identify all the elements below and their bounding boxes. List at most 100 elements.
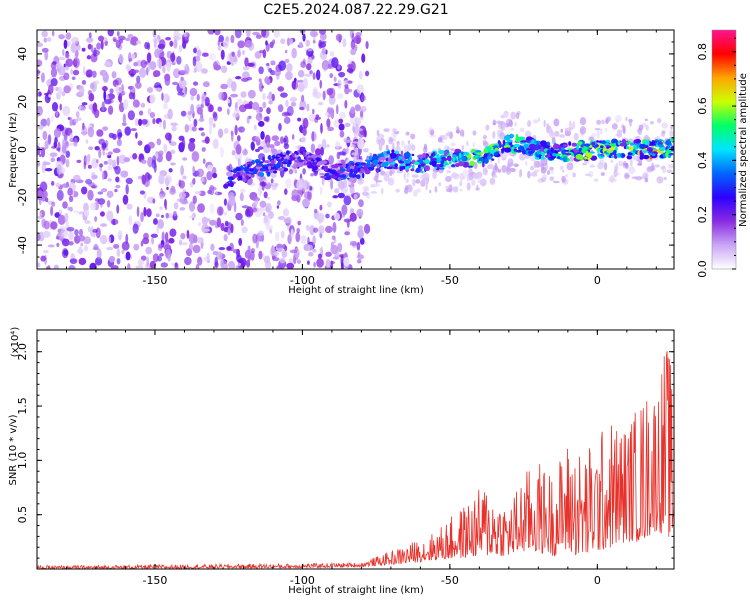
noise-blob bbox=[452, 186, 459, 193]
noise-blob bbox=[220, 83, 228, 90]
noise-blob bbox=[86, 55, 92, 60]
noise-blob bbox=[286, 37, 291, 47]
signal-blob bbox=[277, 167, 285, 172]
noise-blob bbox=[146, 52, 152, 63]
colorbar: 0.0 0.2 0.4 0.6 0.8 Normalized spectral ampl… bbox=[696, 29, 749, 278]
noise-blob bbox=[361, 95, 366, 102]
noise-blob bbox=[152, 155, 157, 164]
noise-blob bbox=[102, 150, 105, 156]
noise-blob bbox=[281, 249, 288, 258]
signal-blob bbox=[386, 151, 390, 154]
noise-blob bbox=[670, 124, 673, 130]
noise-blob bbox=[600, 128, 603, 135]
noise-blob bbox=[270, 144, 275, 154]
noise-blob bbox=[100, 223, 108, 227]
noise-blob bbox=[88, 146, 94, 151]
noise-blob bbox=[206, 171, 213, 181]
signal-blob bbox=[311, 165, 318, 171]
noise-blob bbox=[332, 221, 337, 233]
noise-blob bbox=[156, 138, 162, 146]
noise-blob bbox=[524, 161, 528, 166]
noise-blob bbox=[347, 63, 353, 69]
noise-blob bbox=[120, 90, 126, 96]
noise-blob bbox=[231, 150, 236, 156]
noise-blob bbox=[81, 47, 86, 52]
noise-blob bbox=[69, 132, 73, 142]
signal-blob bbox=[381, 162, 389, 168]
noise-blob bbox=[192, 56, 197, 67]
noise-blob bbox=[179, 180, 186, 189]
noise-blob bbox=[39, 212, 42, 218]
noise-blob bbox=[349, 177, 353, 182]
noise-blob bbox=[389, 168, 395, 175]
noise-blob bbox=[302, 168, 306, 175]
noise-blob bbox=[335, 141, 341, 149]
noise-blob bbox=[482, 134, 487, 140]
noise-blob bbox=[197, 203, 205, 213]
noise-blob bbox=[649, 120, 654, 125]
noise-blob bbox=[117, 35, 126, 41]
noise-blob bbox=[373, 175, 379, 182]
signal-blob bbox=[652, 149, 659, 152]
noise-blob bbox=[330, 178, 334, 190]
signal-blob bbox=[436, 153, 440, 159]
noise-blob bbox=[508, 119, 513, 128]
noise-blob bbox=[265, 202, 272, 213]
signal-blob bbox=[458, 152, 462, 159]
noise-blob bbox=[116, 30, 120, 37]
signal-blob bbox=[424, 159, 430, 165]
noise-blob bbox=[152, 218, 158, 225]
noise-blob bbox=[566, 164, 571, 170]
signal-blob bbox=[324, 177, 331, 181]
noise-blob bbox=[606, 116, 612, 122]
y-tick-label: 0 bbox=[16, 146, 29, 153]
noise-blob bbox=[206, 164, 213, 171]
noise-blob bbox=[591, 133, 597, 138]
noise-blob bbox=[306, 49, 309, 56]
noise-blob bbox=[326, 118, 331, 128]
noise-blob bbox=[141, 119, 148, 125]
noise-blob bbox=[132, 223, 139, 234]
noise-blob bbox=[152, 253, 160, 262]
noise-blob bbox=[284, 188, 288, 195]
noise-blob bbox=[630, 158, 633, 167]
noise-blob bbox=[226, 108, 230, 116]
noise-blob bbox=[537, 117, 541, 122]
noise-blob bbox=[88, 93, 95, 102]
noise-blob bbox=[55, 86, 59, 92]
noise-blob bbox=[216, 217, 222, 228]
noise-blob bbox=[56, 147, 61, 151]
noise-blob bbox=[380, 137, 386, 146]
signal-blob bbox=[398, 155, 403, 160]
noise-blob bbox=[263, 160, 271, 164]
signal-blob bbox=[520, 140, 528, 143]
noise-blob bbox=[285, 178, 292, 189]
noise-blob bbox=[167, 108, 173, 120]
noise-blob bbox=[235, 144, 242, 155]
noise-blob bbox=[65, 158, 70, 168]
noise-blob bbox=[141, 174, 147, 185]
noise-blob bbox=[333, 76, 337, 82]
signal-blob bbox=[339, 168, 346, 172]
noise-blob bbox=[43, 249, 50, 254]
x-tick-label: 0 bbox=[594, 574, 601, 587]
noise-blob bbox=[126, 203, 133, 210]
noise-blob bbox=[357, 251, 361, 257]
noise-blob bbox=[201, 52, 209, 57]
noise-blob bbox=[170, 162, 176, 166]
noise-blob bbox=[334, 188, 340, 194]
noise-blob bbox=[232, 248, 240, 254]
noise-blob bbox=[143, 206, 147, 217]
noise-blob bbox=[103, 71, 107, 78]
noise-blob bbox=[171, 125, 177, 132]
noise-blob bbox=[392, 128, 396, 134]
signal-blob bbox=[261, 168, 265, 171]
signal-blob bbox=[576, 147, 580, 151]
noise-blob bbox=[53, 264, 60, 269]
signal-blob bbox=[432, 151, 436, 157]
signal-blob bbox=[479, 155, 483, 158]
noise-blob bbox=[179, 207, 186, 211]
noise-blob bbox=[77, 234, 86, 242]
noise-blob bbox=[125, 251, 131, 261]
noise-blob bbox=[283, 116, 291, 124]
